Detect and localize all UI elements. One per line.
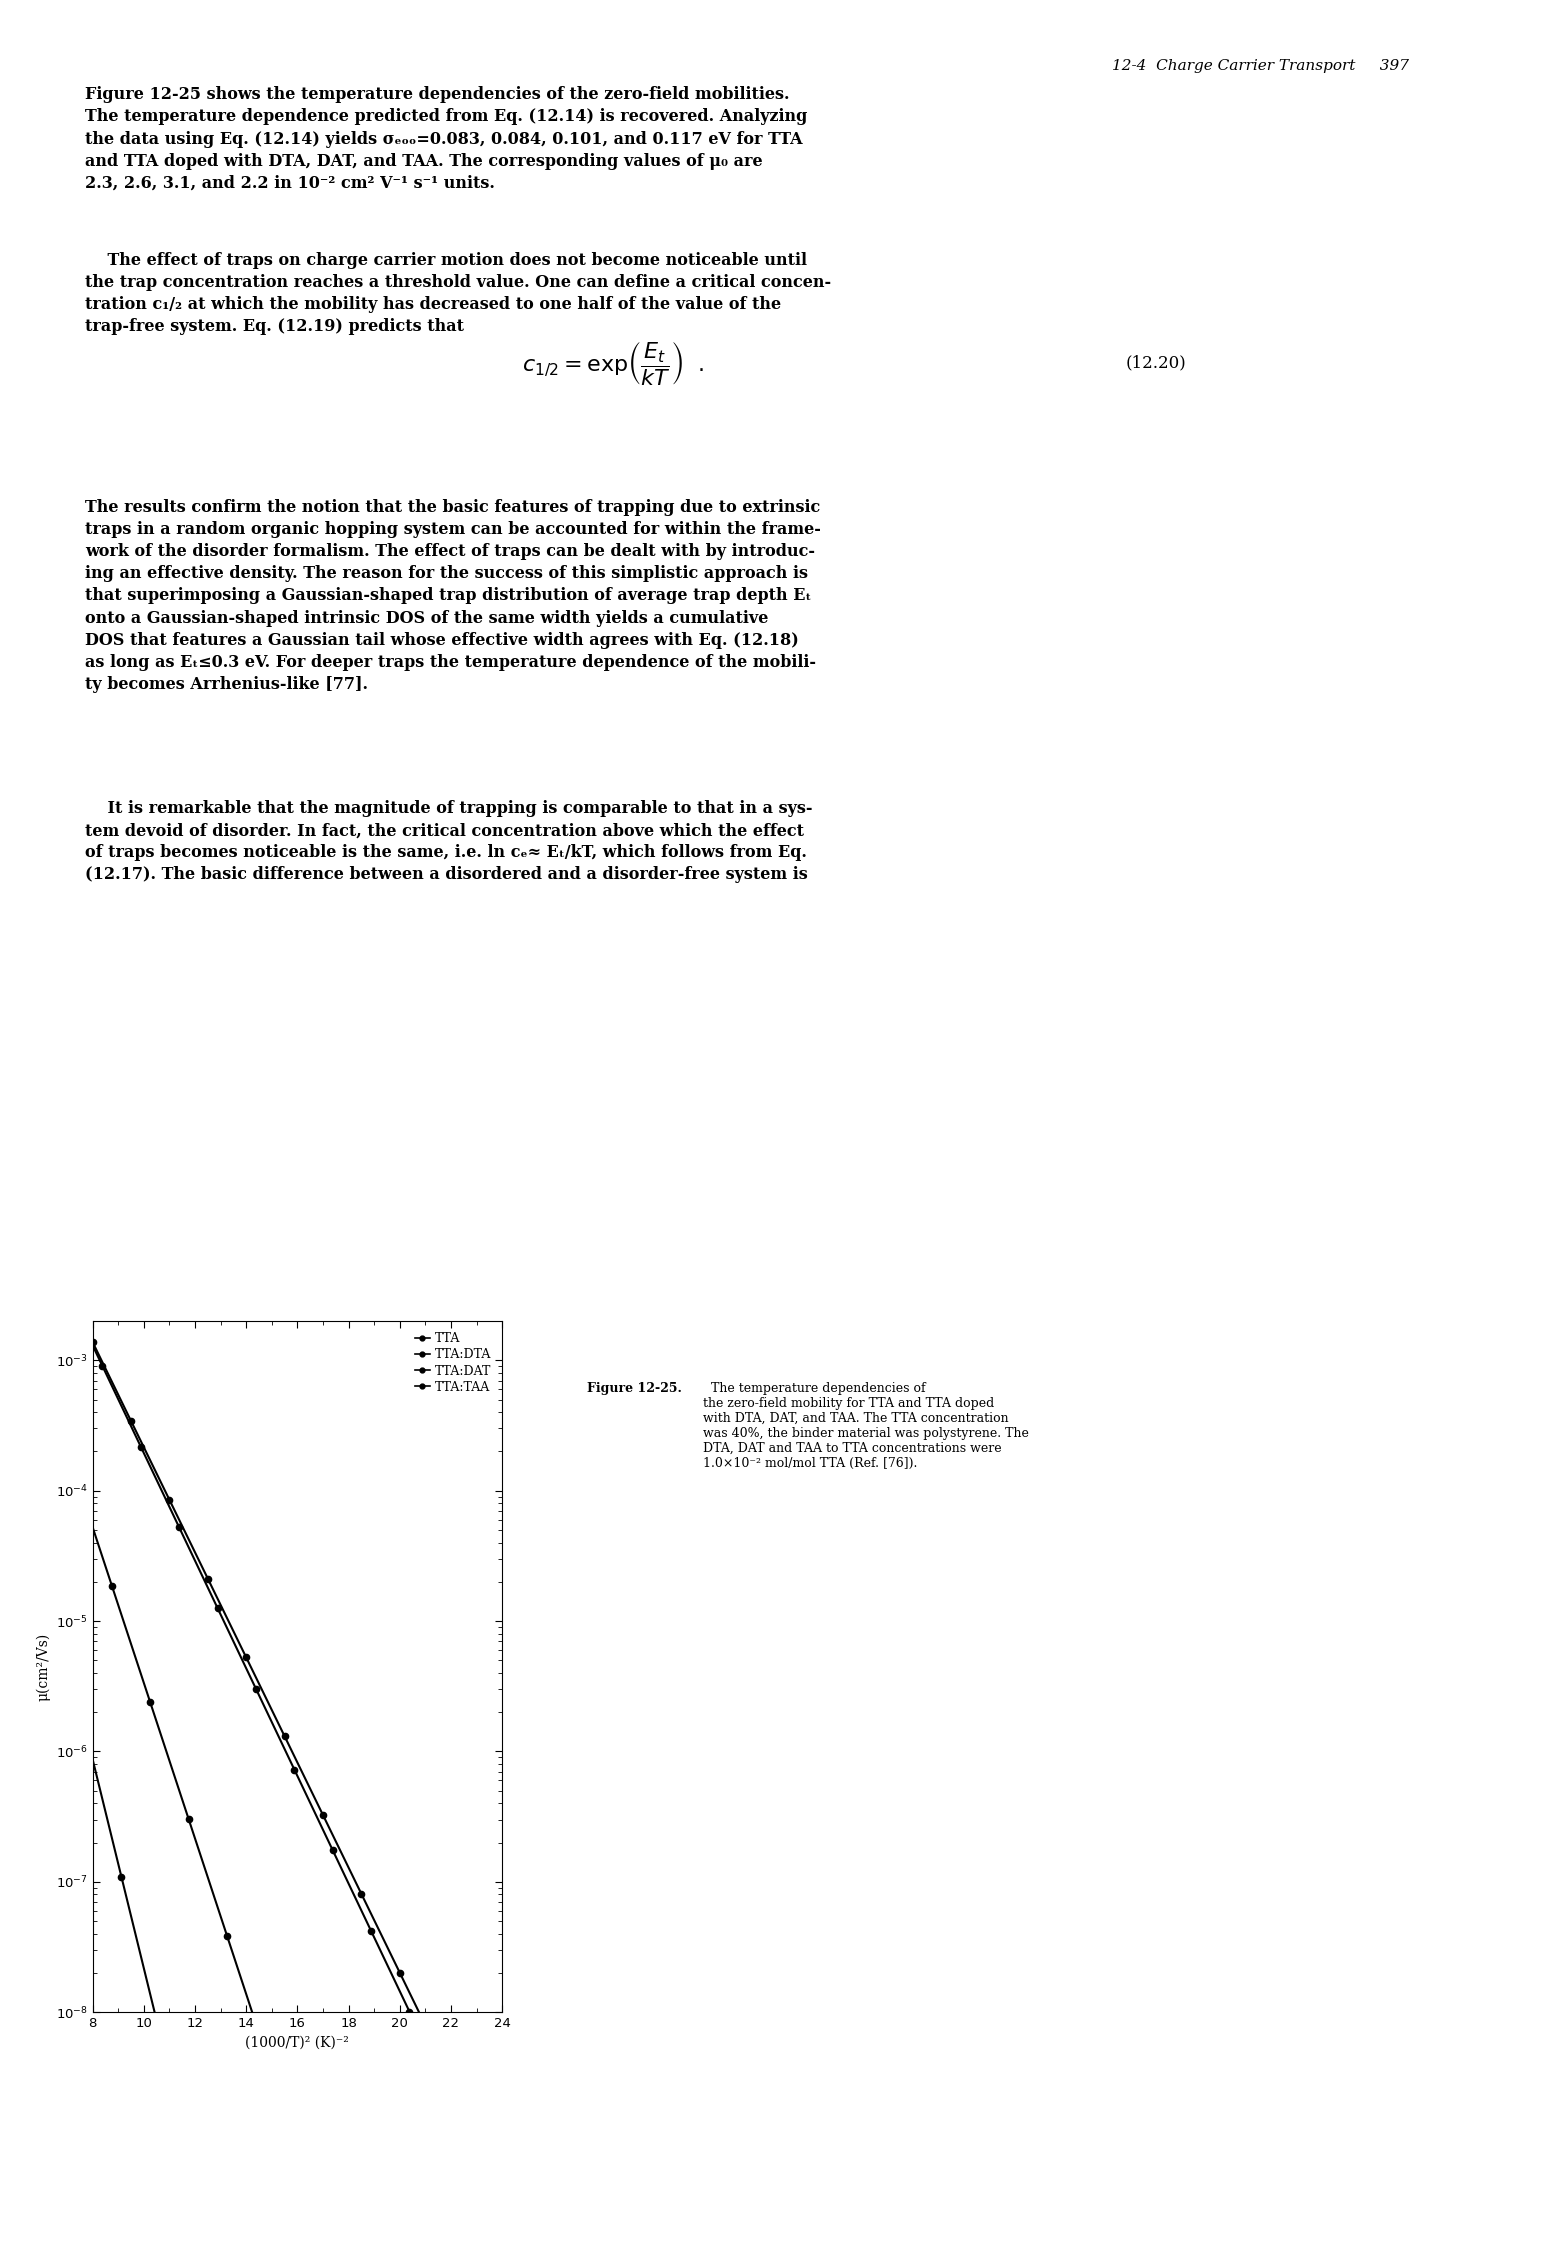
Text: $c_{1/2} = \exp\!\left(\dfrac{E_t}{kT}\right)$  .: $c_{1/2} = \exp\!\left(\dfrac{E_t}{kT}\r…: [522, 338, 705, 387]
Text: Figure 12-25.: Figure 12-25.: [587, 1382, 681, 1396]
Y-axis label: μ(cm²/Vs): μ(cm²/Vs): [36, 1632, 49, 1702]
Text: The results confirm the notion that the basic features of trapping due to extrin: The results confirm the notion that the …: [85, 499, 820, 693]
Text: 12-4  Charge Carrier Transport     397: 12-4 Charge Carrier Transport 397: [1112, 59, 1409, 73]
Text: It is remarkable that the magnitude of trapping is comparable to that in a sys-
: It is remarkable that the magnitude of t…: [85, 800, 813, 884]
Text: The temperature dependencies of
the zero-field mobility for TTA and TTA doped
wi: The temperature dependencies of the zero…: [703, 1382, 1029, 1471]
X-axis label: (1000/T)² (K)⁻²: (1000/T)² (K)⁻²: [246, 2035, 349, 2051]
Text: Figure 12-25 shows the temperature dependencies of the zero-field mobilities.
Th: Figure 12-25 shows the temperature depen…: [85, 86, 808, 193]
Legend: TTA, TTA:DTA, TTA:DAT, TTA:TAA: TTA, TTA:DTA, TTA:DAT, TTA:TAA: [409, 1328, 496, 1398]
Text: (12.20): (12.20): [1125, 353, 1187, 372]
Text: The effect of traps on charge carrier motion does not become noticeable until
th: The effect of traps on charge carrier mo…: [85, 252, 831, 335]
